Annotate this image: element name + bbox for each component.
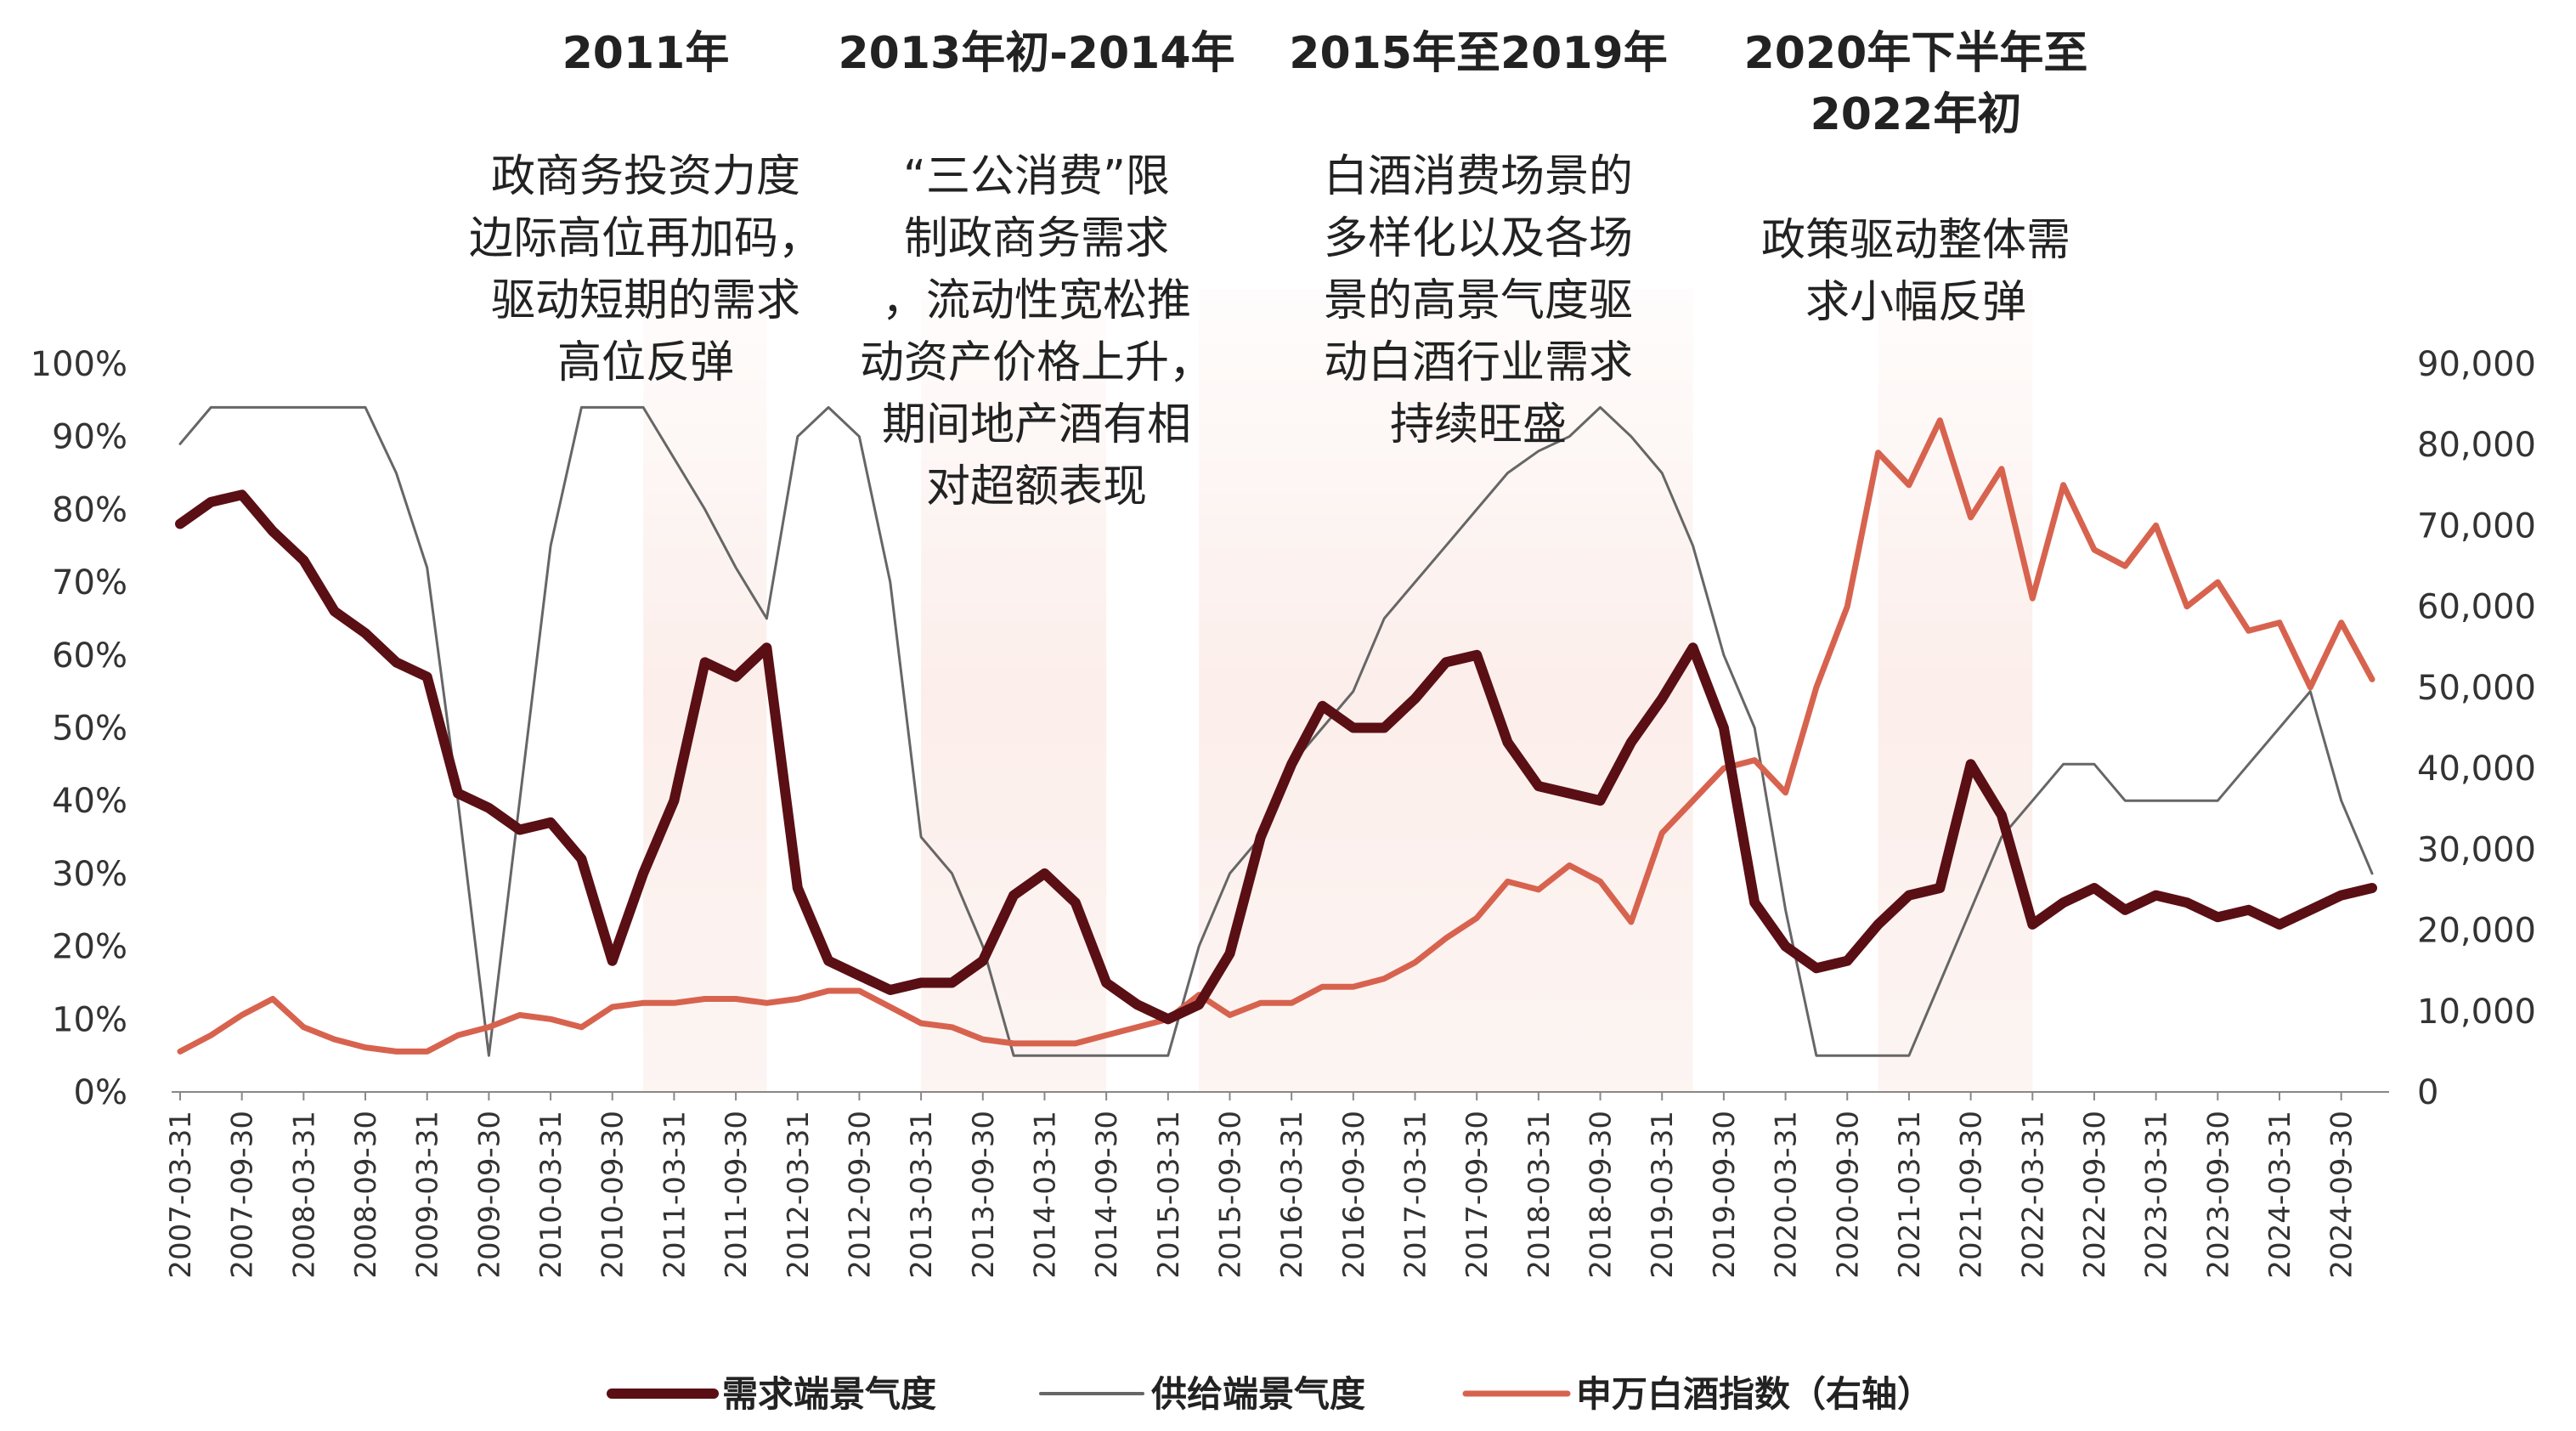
x-tick-label: 2020-03-31: [1770, 1111, 1804, 1279]
x-tick-label: 2023-09-30: [2201, 1111, 2235, 1279]
annotation-text: 景的高景气度驱: [1324, 275, 1633, 326]
legend-label-1: 需求端景气度: [722, 1373, 936, 1415]
right-tick-label: 60,000: [2417, 588, 2536, 627]
annotation-text: 期间地产酒有相: [882, 399, 1191, 450]
x-tick-label: 2012-09-30: [843, 1111, 877, 1279]
right-tick-label: 50,000: [2417, 669, 2536, 708]
legend: 需求端景气度 供给端景气度 申万白酒指数（右轴）: [607, 1373, 1933, 1415]
x-tick-label: 2015-03-31: [1152, 1111, 1186, 1279]
x-tick-label: 2010-09-30: [596, 1111, 630, 1279]
left-tick-label: 40%: [52, 782, 127, 821]
x-tick-label: 2010-03-31: [534, 1111, 568, 1279]
annotation-text: 高位反弹: [557, 337, 734, 388]
annotation-text: 动资产价格上升，: [860, 337, 1213, 388]
x-tick-label: 2022-03-31: [2016, 1111, 2050, 1279]
annotation-title: 2022年初: [1811, 89, 2022, 140]
annotation-text: “三公消费”限: [903, 151, 1170, 202]
legend-label-2: 供给端景气度: [1151, 1373, 1365, 1415]
annotation-text: 政商务投资力度: [491, 151, 800, 202]
x-tick-label: 2013-09-30: [967, 1111, 1001, 1279]
x-tick-label: 2014-03-31: [1028, 1111, 1062, 1279]
legend-label-3: 申万白酒指数（右轴）: [1576, 1373, 1933, 1415]
x-tick-label: 2024-03-31: [2263, 1111, 2297, 1279]
right-tick-label: 90,000: [2417, 345, 2536, 384]
left-tick-label: 20%: [52, 928, 127, 967]
x-tick-label: 2019-03-31: [1646, 1111, 1680, 1279]
left-tick-label: 100%: [31, 345, 127, 384]
x-tick-label: 2008-09-30: [349, 1111, 383, 1279]
x-tick-label: 2007-09-30: [226, 1111, 260, 1279]
left-tick-label: 70%: [52, 563, 127, 602]
annotation-text: 持续旺盛: [1390, 399, 1567, 450]
x-tick-label: 2016-03-31: [1275, 1111, 1309, 1279]
right-tick-label: 40,000: [2417, 749, 2536, 789]
left-tick-label: 0%: [74, 1073, 127, 1112]
right-tick-label: 0: [2417, 1073, 2438, 1112]
right-axis-ticks: 0 10,000 20,000 30,000 40,000 50,000 60,000 70,…: [2417, 345, 2536, 1112]
x-tick-label: 2019-09-30: [1708, 1111, 1742, 1279]
x-tick-label: 2018-03-31: [1522, 1111, 1556, 1279]
x-tick-label: 2008-03-31: [287, 1111, 321, 1279]
shaded-period-2: [921, 289, 1107, 1092]
x-tick-label: 2021-09-30: [1955, 1111, 1989, 1279]
left-tick-label: 60%: [52, 636, 127, 676]
annotation-text: 边际高位再加码，: [469, 213, 822, 264]
annotation-text: 多样化以及各场: [1324, 213, 1633, 264]
left-axis-ticks: 0% 10% 20% 30% 40% 50% 60% 70% 80% 90% 100%: [31, 345, 127, 1112]
x-tick-label: 2024-09-30: [2325, 1111, 2359, 1279]
left-tick-label: 80%: [52, 490, 127, 529]
annotation-text: 制政商务需求: [904, 213, 1169, 264]
x-tick-label: 2009-03-31: [411, 1111, 445, 1279]
annotation-title: 2015年至2019年: [1289, 28, 1667, 79]
left-tick-label: 90%: [52, 418, 127, 457]
x-tick-label: 2017-03-31: [1399, 1111, 1433, 1279]
right-tick-label: 10,000: [2417, 993, 2536, 1032]
series-line-3: [177, 417, 2375, 1055]
x-tick-label: 2018-09-30: [1585, 1111, 1618, 1279]
annotation-text: 白酒消费场景的: [1324, 151, 1633, 202]
x-tick-label: 2020-09-30: [1831, 1111, 1865, 1279]
annotation-title: 2011年: [562, 28, 730, 79]
x-tick-label: 2017-09-30: [1460, 1111, 1494, 1279]
series-lines: [175, 405, 2377, 1057]
shaded-periods: [643, 289, 2033, 1092]
annotation-text: 对超额表现: [926, 461, 1147, 512]
annotation-text: ，流动性宽松推: [882, 275, 1191, 326]
x-tick-label: 2021-03-31: [1893, 1111, 1927, 1279]
x-tick-label: 2011-09-30: [720, 1111, 754, 1279]
x-tick-label: 2013-03-31: [905, 1111, 939, 1279]
x-tick-label: 2023-03-31: [2140, 1111, 2174, 1279]
shaded-period-1: [643, 289, 767, 1092]
shaded-period-4: [1878, 289, 2033, 1092]
annotation-title: 2013年初-2014年: [838, 28, 1234, 79]
annotation-text: 驱动短期的需求: [491, 275, 800, 326]
left-tick-label: 10%: [52, 1000, 127, 1039]
annotation-title: 2020年下半年至: [1744, 28, 2088, 79]
x-tick-label: 2016-09-30: [1337, 1111, 1371, 1279]
annotation-text: 求小幅反弹: [1805, 277, 2026, 328]
x-tick-label: 2007-03-31: [164, 1111, 198, 1279]
left-tick-label: 30%: [52, 855, 127, 894]
x-tick-label: 2015-09-30: [1213, 1111, 1247, 1279]
x-axis-ticks: 2007-03-31 2007-09-30 2008-03-31 2008-09-30…: [164, 1092, 2359, 1279]
annotation-text: 政策驱动整体需: [1761, 215, 2070, 266]
right-tick-label: 20,000: [2417, 912, 2536, 951]
x-tick-label: 2009-09-30: [472, 1111, 506, 1279]
right-tick-label: 30,000: [2417, 830, 2536, 869]
left-tick-label: 50%: [52, 710, 127, 749]
x-tick-label: 2011-03-31: [658, 1111, 692, 1279]
shaded-period-3: [1199, 289, 1693, 1092]
series-line-1: [175, 489, 2377, 1025]
right-tick-label: 70,000: [2417, 506, 2536, 546]
x-tick-label: 2012-03-31: [782, 1111, 816, 1279]
annotation-text: 动白酒行业需求: [1324, 337, 1633, 388]
x-tick-label: 2022-09-30: [2078, 1111, 2112, 1279]
x-tick-label: 2014-09-30: [1090, 1111, 1124, 1279]
right-tick-label: 80,000: [2417, 426, 2536, 465]
